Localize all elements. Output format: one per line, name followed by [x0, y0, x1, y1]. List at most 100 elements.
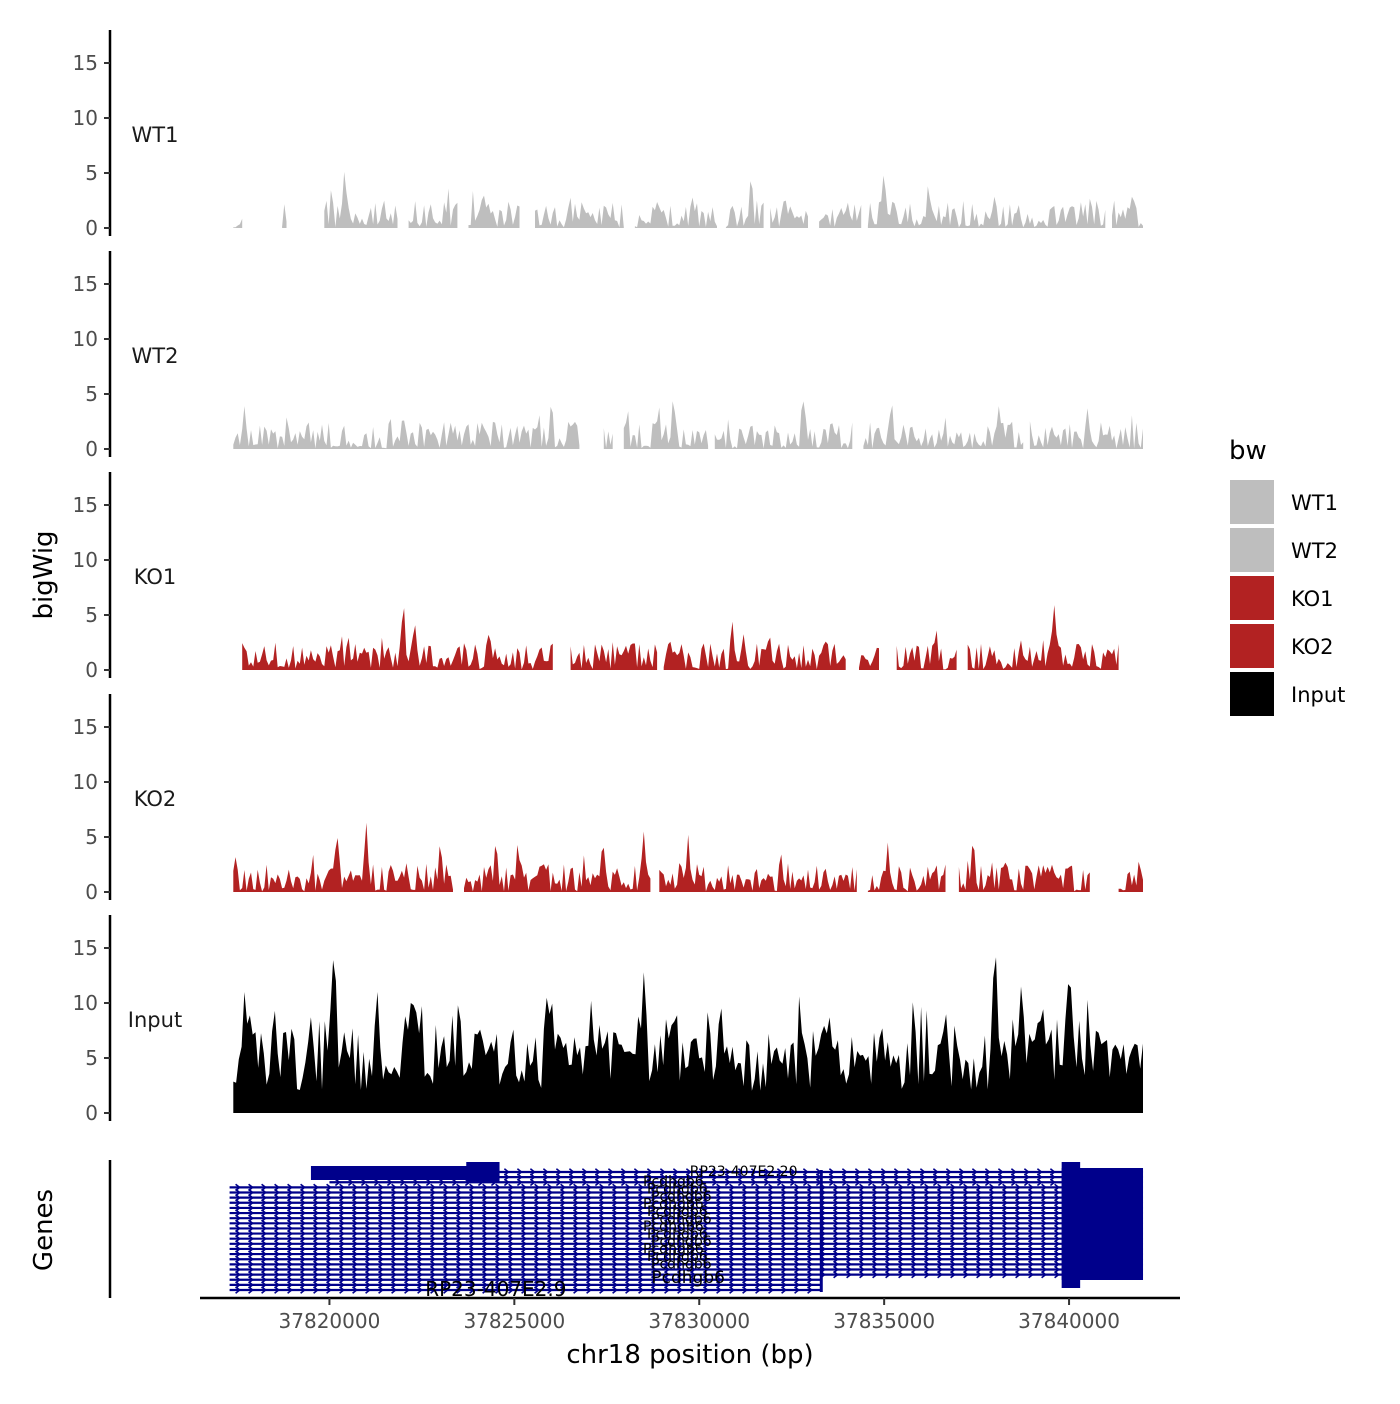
gene-label-stacked: Pcdhgb6	[651, 1212, 712, 1228]
legend-swatch	[1230, 624, 1274, 668]
signal-area	[1029, 408, 1143, 449]
track-input: 0 5 10 15 Input	[73, 915, 1144, 1125]
legend-swatch	[1230, 672, 1274, 716]
y-tick-label: 0	[85, 437, 98, 461]
signal-area	[408, 188, 458, 228]
strand-arrows	[235, 1245, 1138, 1253]
legend-label: Input	[1291, 683, 1345, 707]
x-tick-label: 37840000	[1018, 1309, 1120, 1333]
y-tick-label: 5	[85, 382, 98, 406]
y-tick-label: 5	[85, 161, 98, 185]
signal-area	[468, 190, 520, 228]
y-tick-label: 0	[85, 658, 98, 682]
legend-entry-wt2: WT2	[1230, 528, 1338, 572]
exon-block	[1061, 1168, 1144, 1280]
gene-label-stacked: Pcdhgb6	[647, 1182, 708, 1198]
gene-label-stacked: Pcdhgb6	[647, 1204, 708, 1220]
panel-label-ko2: KO2	[134, 787, 177, 811]
legend-entry-ko1: KO1	[1230, 576, 1334, 620]
genes-layer: Pcdhgb6Pcdhgb6Pcdhgb6Pcdhgb6Pcdhgb6Pcdhg…	[108, 1160, 1144, 1301]
panel-label-input: Input	[128, 1008, 182, 1032]
signal-area	[663, 621, 846, 670]
y-tick-label: 0	[85, 1101, 98, 1125]
genes-track-title: Genes	[29, 1189, 59, 1271]
legend-entry-ko2: KO2	[1230, 624, 1334, 668]
legend-label: WT1	[1291, 491, 1338, 515]
signal-area	[282, 204, 287, 228]
signal-area	[570, 642, 658, 670]
strand-arrows	[235, 1209, 1138, 1217]
track-ko2: 0 5 10 15 KO2	[73, 694, 1143, 904]
gene-label-stacked: Pcdhgb6	[651, 1234, 712, 1250]
strand-arrows	[235, 1188, 1138, 1197]
gene-label-stacked: Pcdhgb6	[643, 1197, 704, 1213]
y-tick-label: 0	[85, 880, 98, 904]
x-tick-label: 37820000	[279, 1309, 381, 1333]
y-tick-label: 10	[73, 327, 98, 351]
signal-area	[1112, 196, 1143, 228]
signal-area	[603, 428, 613, 449]
signal-area	[896, 630, 957, 670]
strand-arrows	[235, 1275, 813, 1284]
gene-label-stacked: Pcdhgb6	[651, 1189, 712, 1205]
strand-arrows	[235, 1198, 1138, 1207]
tracks-layer: 0 5 10 15 WT1 0 5 10 15 WT2 0 5 10 15 KO1 0 5 10 15 KO2 0 5 10…	[73, 30, 1144, 1125]
legend-label: KO2	[1291, 635, 1334, 659]
signal-area	[233, 218, 243, 228]
strand-arrows	[334, 1178, 1134, 1187]
y-tick-label: 15	[73, 51, 98, 75]
strand-arrows	[235, 1234, 1138, 1243]
track-wt1: 0 5 10 15 WT1	[73, 30, 1143, 240]
panel-label-wt2: WT2	[132, 344, 179, 368]
strand-arrows	[235, 1204, 1138, 1212]
legend: bw WT1 WT2 KO1 KO2 Input	[1229, 436, 1345, 716]
strand-arrows	[235, 1281, 813, 1289]
strand-arrows	[235, 1193, 1138, 1202]
legend-entry-wt1: WT1	[1230, 480, 1338, 524]
signal-area	[535, 197, 624, 228]
strand-arrows	[235, 1183, 1138, 1192]
x-axis-title: chr18 position (bp)	[566, 1340, 813, 1370]
x-tick-label: 37825000	[463, 1309, 565, 1333]
gene-label: Pcdhgb6	[651, 1268, 725, 1288]
gene-label-stacked: Pcdhgb6	[647, 1227, 708, 1243]
legend-swatch	[1230, 480, 1274, 524]
signal-area	[659, 834, 857, 892]
signal-area	[819, 202, 862, 228]
legend-swatch	[1230, 528, 1274, 572]
strand-arrows	[235, 1265, 1138, 1274]
track-ko1: 0 5 10 15 KO1	[73, 472, 1119, 682]
y-tick-label: 15	[73, 715, 98, 739]
signal-area	[233, 406, 580, 449]
panel-label-wt1: WT1	[132, 123, 179, 147]
legend-entry-input: Input	[1230, 672, 1345, 716]
signal-area	[623, 401, 709, 449]
signal-area	[867, 842, 946, 892]
y-tick-label: 0	[85, 216, 98, 240]
signal-area	[634, 197, 717, 228]
gene-label-stacked: Pcdhgb6	[651, 1257, 712, 1273]
strand-arrows	[235, 1255, 1138, 1264]
gene-label-stacked: Pcdhgb6	[647, 1249, 708, 1265]
gene-label-stacked: Pcdhgb6	[643, 1219, 704, 1235]
x-tick-label: 37835000	[833, 1309, 935, 1333]
signal-area	[958, 845, 1090, 892]
y-axis-title: bigWig	[29, 530, 59, 619]
legend-label: WT2	[1291, 539, 1338, 563]
panel-label-ko1: KO1	[134, 565, 177, 589]
strand-arrows	[235, 1214, 1138, 1223]
x-axis: 37820000 37825000 37830000 37835000 37840000	[200, 1296, 1180, 1333]
signal-area	[242, 608, 553, 670]
signal-area	[863, 405, 1024, 449]
strand-arrows	[235, 1229, 1138, 1238]
strand-arrows	[235, 1260, 1138, 1269]
signal-area	[770, 200, 808, 228]
strand-arrows	[235, 1239, 1138, 1248]
y-tick-label: 10	[73, 770, 98, 794]
signal-area	[725, 181, 764, 228]
legend-label: KO1	[1291, 587, 1334, 611]
exon-block	[310, 1166, 478, 1180]
x-tick-label: 37830000	[648, 1309, 750, 1333]
gene-label-stacked: Pcdhgb6	[643, 1174, 704, 1190]
